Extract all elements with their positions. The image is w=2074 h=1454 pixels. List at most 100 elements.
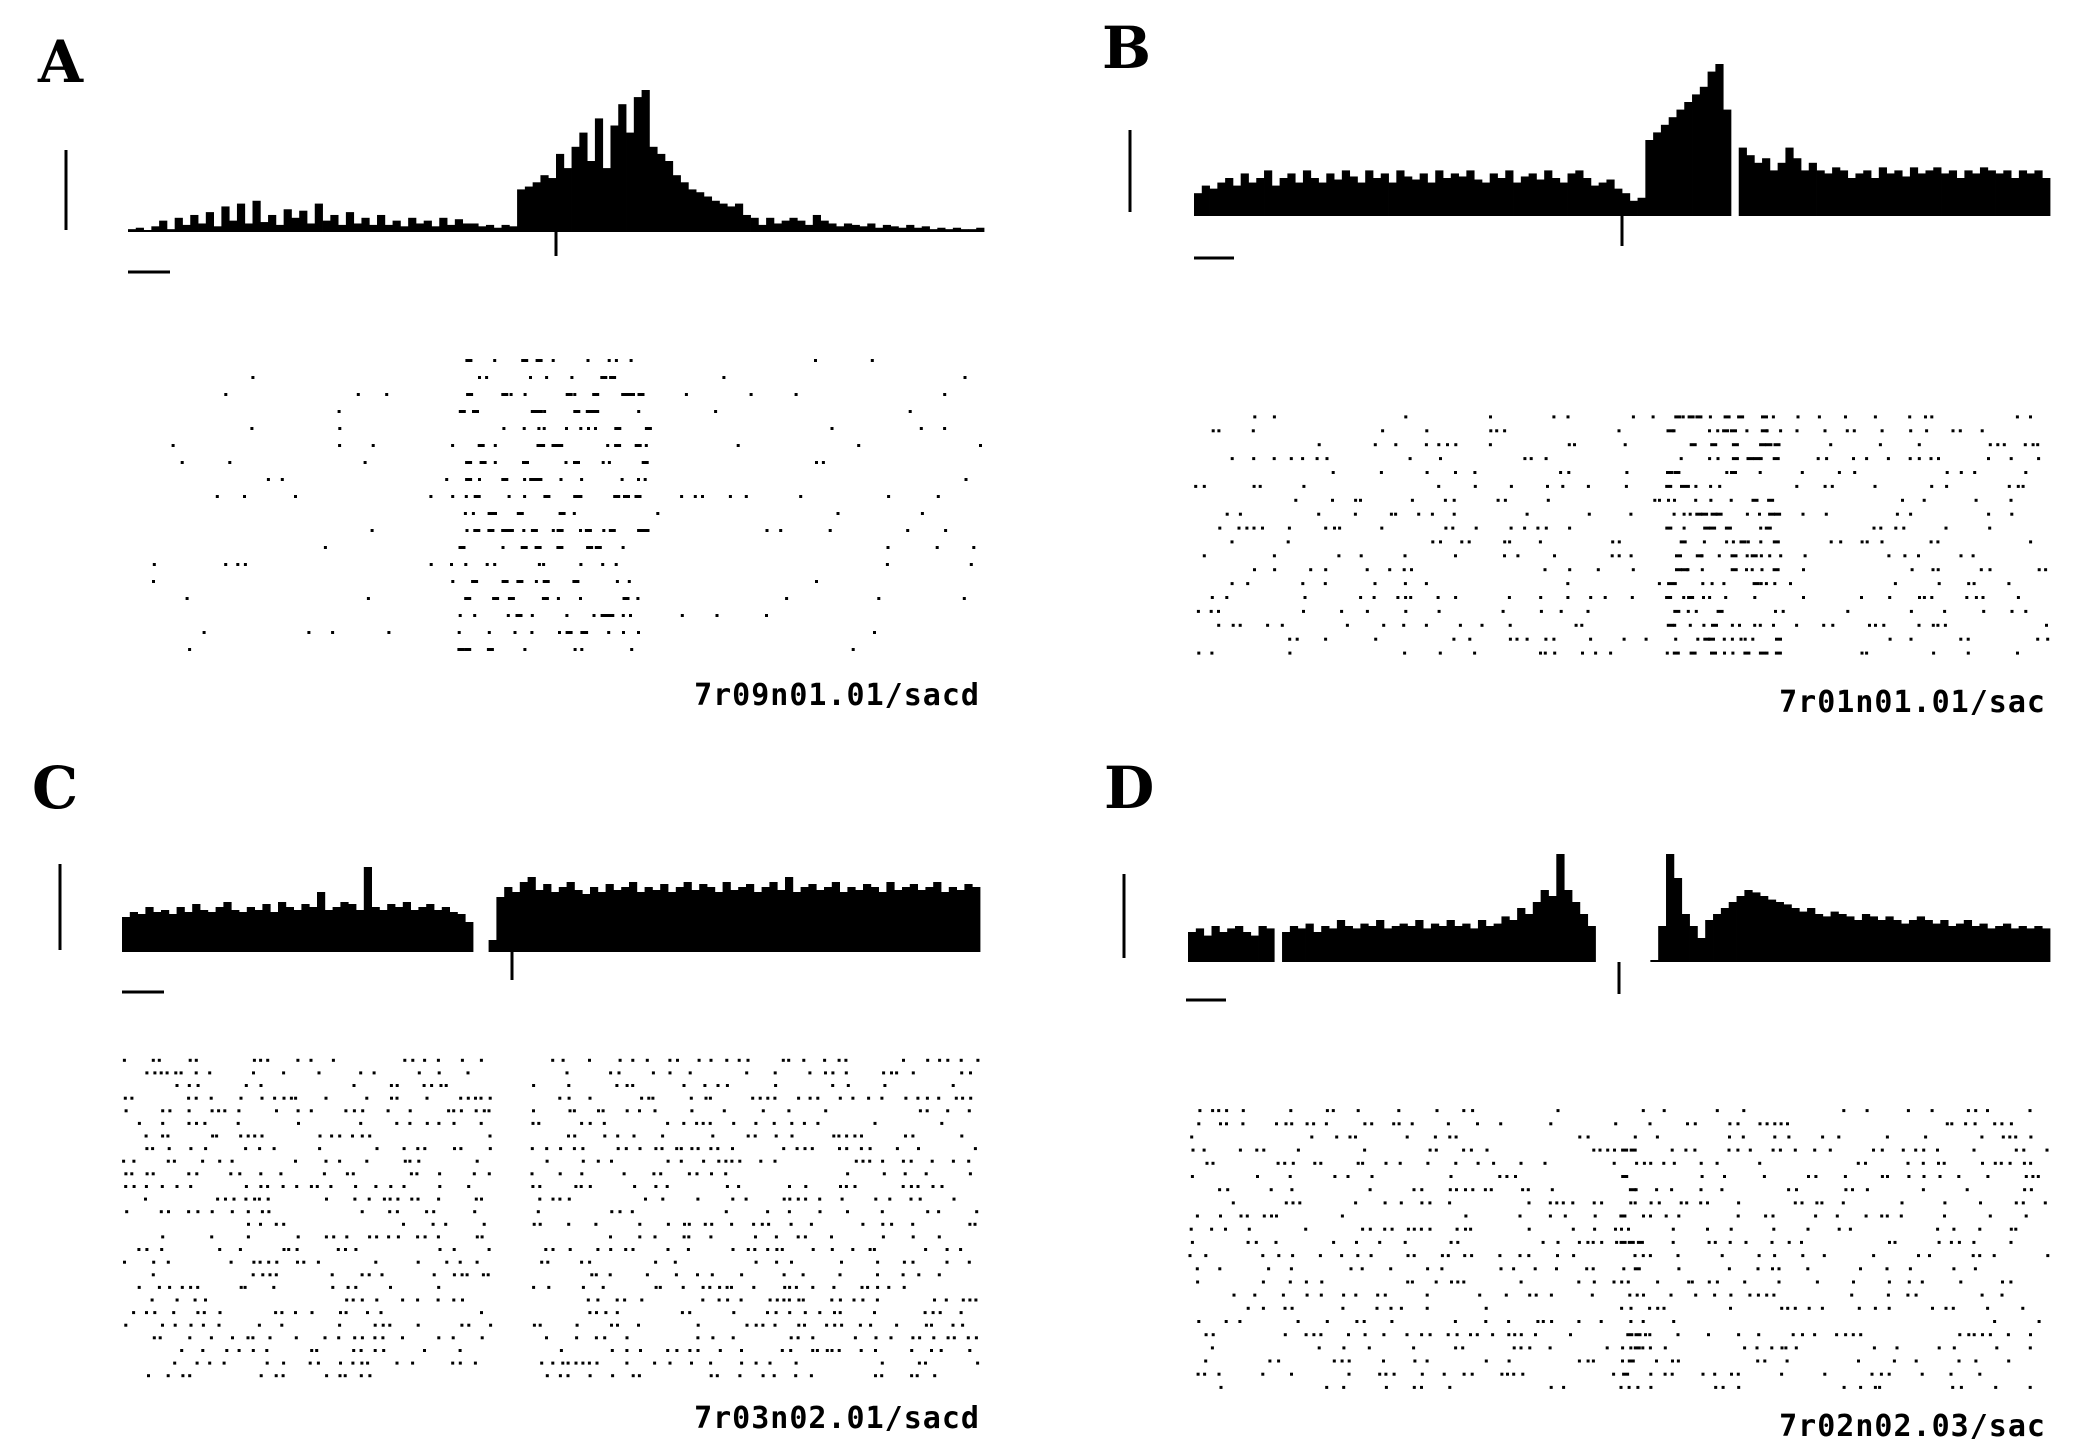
spike-tick [1759, 582, 1763, 586]
spike-tick [1917, 443, 1921, 447]
spike-tick [1634, 1188, 1638, 1192]
spike-tick [1959, 471, 1963, 474]
spike-tick [673, 1260, 677, 1264]
spike-tick [558, 1374, 562, 1378]
spike-tick [1578, 1135, 1582, 1139]
spike-tick [466, 393, 474, 396]
spike-tick [1536, 526, 1540, 530]
spike-tick [618, 1210, 622, 1214]
spike-tick [1420, 1372, 1424, 1376]
spike-tick [195, 1121, 198, 1125]
spike-tick [1878, 443, 1882, 447]
histogram-bar [1587, 926, 1596, 962]
spike-tick [395, 1121, 399, 1125]
spike-tick [572, 580, 580, 583]
spike-tick [401, 1336, 404, 1340]
spike-tick [911, 1235, 915, 1239]
spike-tick [1993, 1122, 1997, 1126]
spike-tick [1567, 471, 1571, 474]
spike-tick [951, 1084, 955, 1087]
spike-tick [1592, 1280, 1596, 1284]
histogram-bar [1941, 173, 1950, 216]
spike-tick [745, 1071, 749, 1075]
spike-tick [844, 1058, 848, 1062]
spike-tick [1971, 1254, 1975, 1258]
spike-tick [259, 1084, 263, 1087]
spike-tick [1979, 1201, 1982, 1205]
histogram-bar [1863, 170, 1872, 216]
spike-tick [559, 1349, 563, 1352]
spike-tick [1856, 1161, 1860, 1165]
spike-tick [919, 427, 923, 430]
histogram-bar [509, 226, 518, 232]
spike-tick [946, 1058, 950, 1062]
spike-tick [1974, 596, 1978, 599]
histogram-bar [447, 224, 456, 232]
spike-tick [1463, 1254, 1467, 1258]
histogram-bar [906, 224, 915, 232]
spike-tick [1802, 568, 1805, 572]
spike-tick [968, 1298, 972, 1302]
spike-tick [157, 1058, 161, 1062]
spike-tick [1456, 1280, 1460, 1284]
spike-tick [1700, 1175, 1704, 1178]
spike-tick [883, 1084, 887, 1087]
spike-tick [1561, 1201, 1565, 1205]
spike-tick [1498, 1254, 1502, 1258]
spike-tick [1586, 1135, 1590, 1139]
spike-tick [1283, 1161, 1287, 1165]
spike-tick [408, 1109, 412, 1113]
spike-tick [374, 1260, 378, 1264]
spike-tick [473, 614, 477, 617]
spike-tick [368, 1235, 372, 1239]
spike-tick [1594, 651, 1598, 655]
histogram-bar [750, 217, 759, 232]
spike-tick [1417, 512, 1421, 516]
spike-tick [596, 1159, 600, 1163]
spike-tick [594, 1336, 598, 1340]
spike-tick [506, 529, 514, 532]
spike-tick [252, 1058, 256, 1062]
spike-tick [828, 529, 832, 532]
spike-tick [1359, 554, 1363, 558]
spike-tick [1606, 1148, 1610, 1152]
spike-tick [684, 393, 688, 396]
spike-tick [740, 1361, 744, 1365]
histogram-bar [278, 902, 287, 952]
spike-tick [1967, 582, 1971, 586]
spike-tick [475, 1235, 479, 1239]
spike-tick [1396, 596, 1400, 599]
spike-tick [1674, 415, 1682, 419]
spike-tick [614, 563, 618, 566]
spike-tick [1190, 1135, 1194, 1139]
spike-tick [690, 1147, 694, 1151]
spike-tick [1649, 1372, 1653, 1376]
histogram-bar [268, 214, 277, 232]
spike-tick [1936, 1227, 1940, 1231]
spike-tick [567, 1197, 571, 1201]
spike-tick [360, 1134, 364, 1138]
spike-tick [1768, 554, 1772, 558]
spike-tick [486, 1273, 490, 1277]
spike-tick [838, 1311, 842, 1315]
spike-tick [602, 529, 606, 532]
histogram-bar [244, 223, 253, 232]
histogram-bar [1754, 162, 1763, 216]
histogram-bar [1598, 182, 1607, 216]
spike-tick [837, 1134, 841, 1138]
spike-tick [1592, 1148, 1596, 1152]
spike-tick [282, 1096, 286, 1100]
spike-tick [194, 1058, 198, 1062]
spike-tick [1988, 568, 1992, 572]
spike-tick [1630, 596, 1634, 599]
spike-tick [1753, 623, 1757, 627]
spike-tick [1536, 1320, 1540, 1323]
spike-tick [615, 580, 619, 583]
spike-tick [1295, 637, 1299, 641]
spike-tick [1670, 1188, 1674, 1192]
spike-tick [1258, 484, 1262, 488]
panel-c-id-label: 7r03n02.01/sacd [694, 1401, 980, 1436]
spike-tick [575, 1323, 579, 1327]
spike-tick [868, 1159, 872, 1163]
spike-tick [458, 410, 466, 413]
